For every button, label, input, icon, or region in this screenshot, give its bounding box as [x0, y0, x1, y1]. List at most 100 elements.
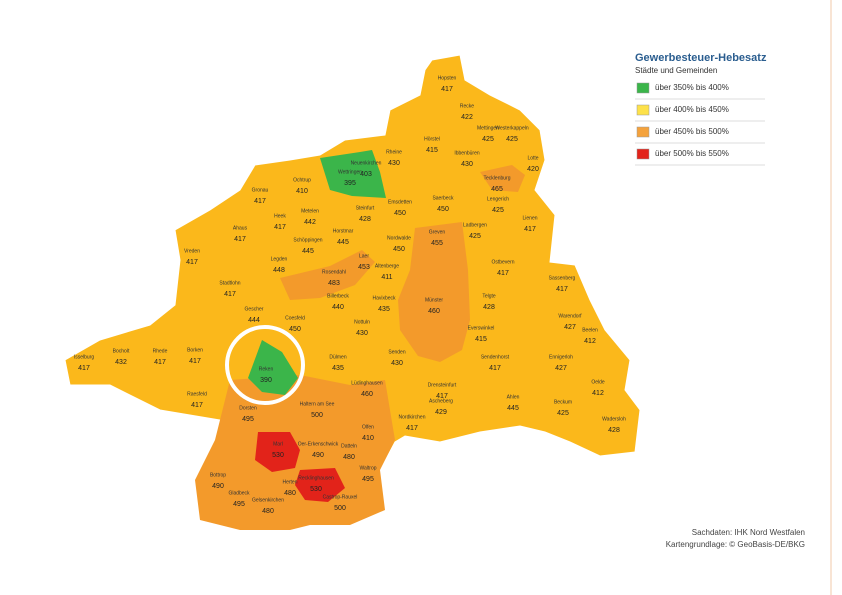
municipality-rate: 412 [584, 338, 596, 345]
municipality-rate: 530 [310, 486, 322, 493]
legend-swatch [636, 126, 650, 138]
legend-label: über 400% bis 450% [655, 105, 729, 114]
municipality-rate: 430 [388, 160, 400, 167]
municipality-rate: 417 [524, 226, 536, 233]
municipality-rate: 425 [506, 136, 518, 143]
municipality-rate: 495 [242, 416, 254, 423]
municipality-name: Senden [388, 349, 405, 355]
municipality-rate: 427 [555, 365, 567, 372]
municipality-name: Emsdetten [388, 199, 412, 205]
municipality-name: Dülmen [329, 354, 346, 360]
municipality-rate: 428 [483, 304, 495, 311]
municipality-name: Bottrop [210, 472, 226, 478]
municipality-name: Horstmar [333, 228, 354, 234]
municipality-rate: 530 [272, 452, 284, 459]
municipality-rate: 425 [482, 136, 494, 143]
municipality-name: Waltrop [359, 465, 376, 471]
municipality-rate: 417 [224, 291, 236, 298]
municipality-name: Ochtrup [293, 177, 311, 183]
credit: Sachdaten: IHK Nord Westfalen [692, 528, 805, 537]
municipality-name: Sassenberg [549, 275, 576, 281]
municipality-name: Mettingen [477, 125, 499, 131]
municipality-rate: 417 [154, 359, 166, 366]
municipality-rate: 442 [304, 219, 316, 226]
municipality-rate: 417 [189, 358, 201, 365]
municipality-rate: 480 [284, 490, 296, 497]
municipality-rate: 422 [461, 114, 473, 121]
municipality-name: Lengerich [487, 196, 509, 202]
municipality-name: Münster [425, 297, 443, 303]
municipality-name: Ahlen [507, 394, 520, 400]
municipality-rate: 425 [492, 207, 504, 214]
municipality-rate: 417 [441, 86, 453, 93]
municipality-rate: 500 [334, 505, 346, 512]
municipality-name: Sendenhorst [481, 354, 510, 360]
municipality-name: Nottuln [354, 319, 370, 325]
area-tecklenburg [480, 165, 525, 192]
municipality-rate: 453 [358, 264, 370, 271]
municipality-name: Recklinghausen [298, 475, 334, 481]
legend-swatch [636, 104, 650, 116]
municipality-name: Saerbeck [432, 195, 454, 201]
municipality-rate: 450 [289, 326, 301, 333]
municipality-name: Schöppingen [293, 237, 322, 243]
municipality-rate: 465 [491, 186, 503, 193]
municipality-rate: 430 [391, 360, 403, 367]
labels: Hopsten417Recke422Mettingen425Westerkapp… [74, 75, 626, 515]
municipality-rate: 417 [254, 198, 266, 205]
municipality-rate: 415 [475, 336, 487, 343]
municipality-name: Vreden [184, 248, 200, 254]
municipality-name: Westerkappeln [495, 125, 528, 131]
municipality-name: Gladbeck [228, 490, 250, 496]
municipality-name: Steinfurt [356, 205, 375, 211]
municipality-rate: 495 [233, 501, 245, 508]
legend: über 350% bis 400% über 400% bis 450% über… [635, 82, 765, 166]
municipality-name: Lüdinghausen [351, 380, 383, 386]
municipality-rate: 435 [332, 365, 344, 372]
municipality-rate: 417 [497, 270, 509, 277]
municipality-name: Telgte [482, 293, 496, 299]
municipality-name: Olfen [362, 424, 374, 430]
municipality-name: Oelde [591, 379, 605, 385]
municipality-name: Oer-Erkenschwick [298, 441, 339, 447]
municipality-name: Warendorf [558, 313, 582, 319]
municipality-rate: 495 [362, 476, 374, 483]
municipality-name: Stadtlohn [219, 280, 240, 286]
legend-swatch [636, 148, 650, 160]
legend-title: Gewerbesteuer-Hebesatz [635, 52, 767, 64]
municipality-rate: 390 [260, 377, 272, 384]
municipality-rate: 428 [359, 216, 371, 223]
municipality-name: Lotte [527, 155, 538, 161]
municipality-rate: 410 [296, 188, 308, 195]
municipality-name: Tecklenburg [484, 175, 511, 181]
municipality-name: Beckum [554, 399, 572, 405]
municipality-rate: 445 [337, 239, 349, 246]
municipality-rate: 445 [302, 248, 314, 255]
municipality-rate: 425 [469, 233, 481, 240]
municipality-name: Wettringen [338, 169, 362, 175]
municipality-rate: 427 [564, 324, 576, 331]
municipality-rate: 500 [311, 412, 323, 419]
municipality-rate: 403 [360, 171, 372, 178]
municipality-name: Borken [187, 347, 203, 353]
municipality-rate: 435 [378, 306, 390, 313]
municipality-name: Havixbeck [372, 295, 396, 301]
municipality-rate: 412 [592, 390, 604, 397]
municipality-rate: 430 [356, 330, 368, 337]
municipality-rate: 460 [428, 308, 440, 315]
legend-label: über 450% bis 500% [655, 127, 729, 136]
municipality-name: Hopsten [438, 75, 457, 81]
municipality-rate: 417 [191, 402, 203, 409]
municipality-name: Nordkirchen [399, 414, 426, 420]
municipality-name: Marl [273, 441, 283, 447]
area-rosendahl [280, 250, 375, 300]
municipality-name: Isselburg [74, 354, 95, 360]
municipality-rate: 483 [328, 280, 340, 287]
municipality-rate: 415 [426, 147, 438, 154]
area-muenster [398, 222, 470, 362]
municipality-rate: 448 [273, 267, 285, 274]
municipality-rate: 417 [78, 365, 90, 372]
area-reken [248, 340, 298, 395]
municipality-rate: 425 [557, 410, 569, 417]
